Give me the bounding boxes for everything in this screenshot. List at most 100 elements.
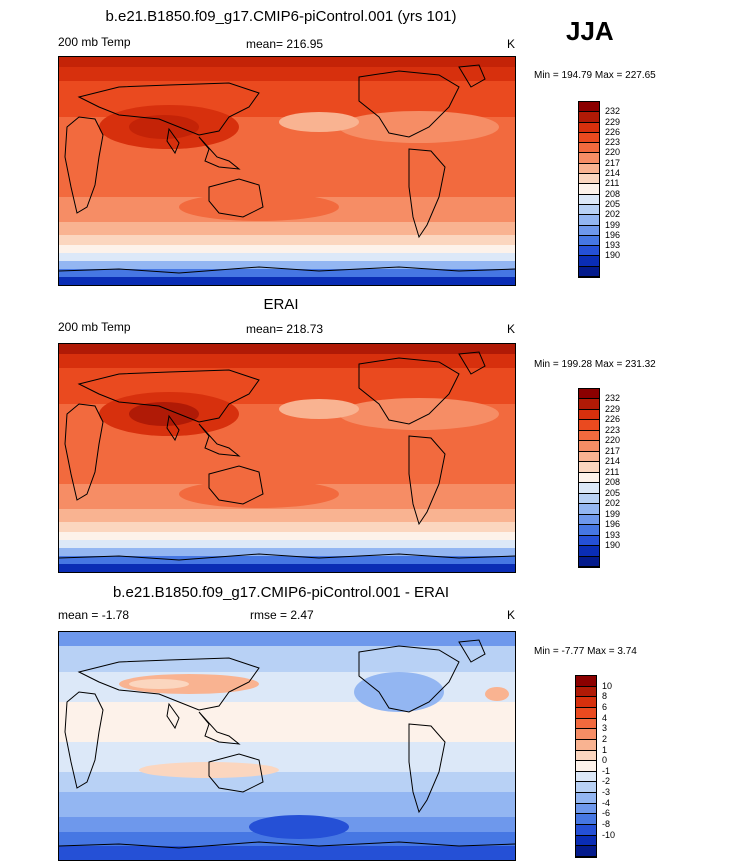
- coastline: [408, 435, 446, 526]
- colorbar-label: 232: [605, 393, 621, 404]
- panel1-mean: mean= 216.95: [246, 37, 324, 51]
- colorbar-label: 196: [605, 229, 621, 240]
- colorbar-swatch: [579, 143, 599, 154]
- colorbar-label: 193: [605, 240, 621, 251]
- panel2-left-label: 200 mb Temp: [58, 320, 131, 334]
- coastline: [208, 753, 264, 793]
- temperature-band: [59, 344, 515, 354]
- warm-core: [129, 402, 199, 426]
- colorbar-label: 0: [602, 755, 608, 766]
- colorbar-swatch: [579, 132, 599, 144]
- temperature-band: [59, 540, 515, 548]
- warm-band: [179, 480, 339, 508]
- panel3-title: b.e21.B1850.f09_g17.CMIP6-piControl.001 …: [112, 584, 450, 601]
- coastline: [166, 127, 180, 155]
- coastline: [458, 639, 486, 663]
- colorbar-label: 205: [605, 487, 621, 498]
- colorbar-swatch: [576, 739, 596, 751]
- colorbar-swatch: [579, 122, 599, 133]
- panel2-units: K: [507, 322, 516, 336]
- colorbar-swatch: [576, 686, 596, 698]
- colorbar-label: 226: [605, 414, 621, 425]
- colorbar-swatch: [576, 846, 596, 857]
- colorbar-label: -10: [602, 829, 616, 840]
- temperature-band: [59, 522, 515, 532]
- colorbar-swatch: [579, 514, 599, 526]
- panel3-units: K: [507, 608, 516, 622]
- colorbar-label: 8: [602, 691, 608, 702]
- colorbar-swatch: [576, 707, 596, 719]
- difference-band: [59, 632, 515, 646]
- colorbar-swatch: [579, 399, 599, 410]
- colorbar-label: 226: [605, 126, 621, 137]
- colorbar-swatch: [576, 718, 596, 730]
- panel2-title: ERAI: [263, 296, 299, 313]
- colorbar-label: 199: [605, 508, 621, 519]
- colorbar-swatch: [579, 266, 599, 277]
- temperature-band: [59, 564, 515, 572]
- difference-band: [59, 702, 515, 742]
- coastline: [358, 645, 460, 713]
- colorbar-swatch: [579, 504, 599, 515]
- season-label: JJA: [566, 16, 614, 46]
- colorbar-label: 196: [605, 519, 621, 530]
- cool-patch: [339, 398, 499, 430]
- colorbar-swatch: [579, 535, 599, 547]
- colorbar-swatch: [579, 184, 599, 195]
- colorbar-label: 223: [605, 424, 621, 435]
- panel1-map-contours: [59, 57, 515, 285]
- colorbar-swatch: [579, 483, 599, 494]
- temperature-band: [59, 222, 515, 235]
- coastline: [64, 116, 104, 214]
- temperature-band: [59, 245, 515, 253]
- colorbar-label: -4: [602, 797, 611, 808]
- colorbar-swatch: [576, 676, 596, 687]
- colorbar-label: 214: [605, 456, 621, 467]
- panel1-map: [58, 56, 516, 286]
- colorbar-swatch: [576, 782, 596, 794]
- panel3-mean: mean = -1.78: [58, 608, 130, 622]
- colorbar-swatch: [576, 814, 596, 826]
- coastline: [458, 64, 486, 88]
- colorbar-swatch: [576, 793, 596, 804]
- warm-core: [129, 115, 199, 139]
- colorbar-label: 217: [605, 157, 621, 168]
- panel1-left-label: 200 mb Temp: [58, 35, 131, 49]
- warm-difference: [485, 687, 509, 701]
- colorbar-label: -1: [602, 765, 611, 776]
- colorbar-swatch: [579, 409, 599, 421]
- colorbar-label: 208: [605, 188, 621, 199]
- colorbar-swatch: [576, 835, 596, 847]
- coastline: [408, 148, 446, 239]
- colorbar-label: 208: [605, 477, 621, 488]
- coastline: [77, 657, 260, 711]
- colorbar-label: 199: [605, 219, 621, 230]
- coastline: [198, 423, 241, 457]
- temperature-band: [59, 261, 515, 269]
- colorbar-label: -2: [602, 776, 611, 787]
- colorbar-swatch: [576, 761, 596, 772]
- colorbar-label: -6: [602, 808, 611, 819]
- coastline: [358, 357, 460, 425]
- coastline: [77, 369, 260, 423]
- colorbar-label: 217: [605, 445, 621, 456]
- colorbar-label: 2: [602, 733, 608, 744]
- difference-band: [59, 742, 515, 772]
- colorbar-label: 193: [605, 529, 621, 540]
- colorbar-swatch: [576, 825, 596, 836]
- temperature-band: [59, 532, 515, 540]
- temperature-band: [59, 269, 515, 277]
- temperature-band: [59, 277, 515, 285]
- panel1-title: b.e21.B1850.f09_g17.CMIP6-piControl.001 …: [105, 8, 457, 25]
- coastline: [208, 178, 264, 218]
- colorbar-label: 190: [605, 540, 621, 551]
- coastline: [208, 465, 264, 505]
- coastline: [59, 266, 515, 274]
- colorbar-label: 211: [605, 178, 620, 189]
- colorbar-swatch: [579, 112, 599, 123]
- colorbar-swatch: [579, 215, 599, 226]
- cool-patch: [279, 399, 359, 419]
- panel1-units: K: [507, 37, 516, 51]
- coastline: [166, 702, 180, 730]
- panel3-map-contours: [59, 632, 515, 860]
